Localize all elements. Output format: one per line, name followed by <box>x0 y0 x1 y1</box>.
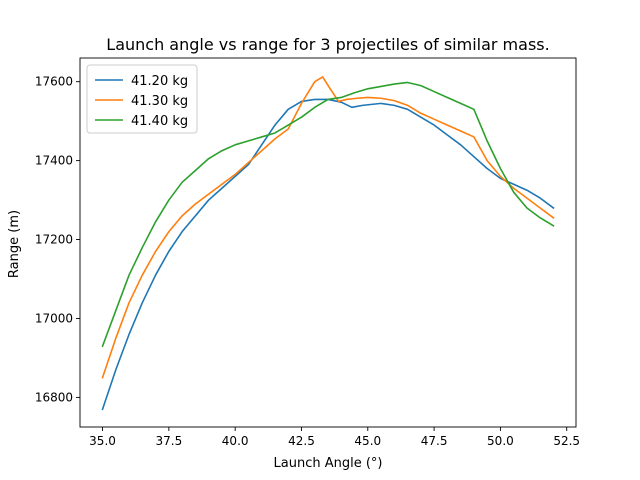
x-tick-label: 47.5 <box>421 434 448 448</box>
x-tick-label: 42.5 <box>288 434 315 448</box>
y-tick-label: 17600 <box>35 75 73 89</box>
x-tick-label: 50.0 <box>487 434 514 448</box>
y-axis: 16800 17000 17200 17400 17600 <box>35 75 80 404</box>
x-tick-label: 40.0 <box>222 434 249 448</box>
legend-entry-3: 41.40 kg <box>131 114 188 129</box>
y-tick-label: 16800 <box>35 390 73 404</box>
chart-title: Launch angle vs range for 3 projectiles … <box>106 35 549 54</box>
x-tick-label: 52.5 <box>553 434 580 448</box>
axes-frame <box>79 57 577 428</box>
x-tick-label: 45.0 <box>354 434 381 448</box>
x-tick-label: 37.5 <box>155 434 182 448</box>
legend: 41.20 kg 41.30 kg 41.40 kg <box>86 64 198 134</box>
x-axis: 35.0 37.5 40.0 42.5 45.0 47.5 50.0 52.5 <box>89 427 580 448</box>
y-tick-label: 17400 <box>35 154 73 168</box>
plot-area <box>79 57 577 428</box>
y-tick-label: 17000 <box>35 311 73 325</box>
y-axis-label: Range (m) <box>7 210 22 278</box>
x-tick-label: 35.0 <box>89 434 116 448</box>
x-axis-label: Launch Angle (°) <box>274 456 383 471</box>
series-line-3 <box>101 81 555 348</box>
y-tick-label: 17200 <box>35 233 73 247</box>
legend-entry-1: 41.20 kg <box>131 74 188 89</box>
legend-box <box>86 64 198 134</box>
legend-entry-2: 41.30 kg <box>131 94 188 109</box>
series-line-2 <box>101 76 555 379</box>
